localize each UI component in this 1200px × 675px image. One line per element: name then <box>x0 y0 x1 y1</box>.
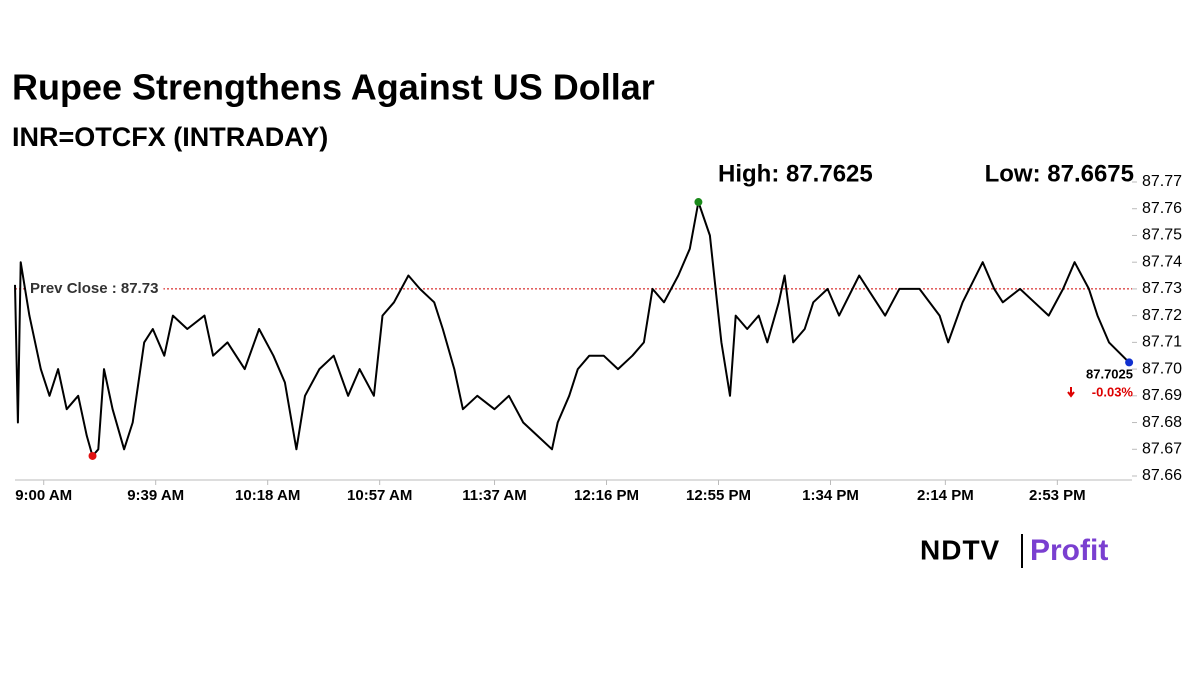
y-tick-label: 87.67 <box>1142 440 1182 457</box>
y-tick-label: 87.66 <box>1142 467 1182 484</box>
low-marker <box>88 451 97 460</box>
low-annotation: Low: 87.6675 <box>985 160 1134 187</box>
y-tick-label: 87.72 <box>1142 307 1182 324</box>
brand-product: Profit <box>1030 534 1108 567</box>
chart-title: Rupee Strengthens Against US Dollar <box>12 67 655 108</box>
high-annotation: High: 87.7625 <box>718 160 873 187</box>
change-label: -0.03% <box>1092 384 1134 399</box>
x-tick-label: 11:37 AM <box>462 487 526 504</box>
y-tick-label: 87.69 <box>1142 387 1182 404</box>
high-marker <box>694 198 703 207</box>
prev-close-label-bg <box>27 278 164 298</box>
y-tick-label: 87.74 <box>1142 253 1182 270</box>
x-tick-label: 2:14 PM <box>917 487 974 504</box>
y-tick-label: 87.76 <box>1142 200 1182 217</box>
y-tick-label: 87.70 <box>1142 360 1182 377</box>
price-line <box>14 201 1130 457</box>
prev-close-label: Prev Close : 87.73 <box>30 280 158 297</box>
chart-subtitle: INR=OTCFX (INTRADAY) <box>12 122 328 152</box>
x-tick-label: 1:34 PM <box>802 487 859 504</box>
y-tick-label: 87.77 <box>1142 173 1182 190</box>
x-tick-label: 9:39 AM <box>127 487 184 504</box>
x-tick-label: 10:57 AM <box>347 487 412 504</box>
last-value-label: 87.7025 <box>1086 366 1133 381</box>
x-tick-label: 12:55 PM <box>686 487 751 504</box>
x-tick-label: 2:53 PM <box>1029 487 1086 504</box>
y-tick-label: 87.75 <box>1142 227 1182 244</box>
y-tick-label: 87.71 <box>1142 334 1182 351</box>
last-marker <box>1125 358 1134 367</box>
y-tick-label: 87.68 <box>1142 414 1182 431</box>
brand-name: NDTV <box>920 534 1000 565</box>
x-tick-label: 9:00 AM <box>15 487 72 504</box>
down-arrow <box>1067 387 1075 398</box>
x-tick-label: 10:18 AM <box>235 487 300 504</box>
y-tick-label: 87.73 <box>1142 280 1182 297</box>
x-tick-label: 12:16 PM <box>574 487 639 504</box>
